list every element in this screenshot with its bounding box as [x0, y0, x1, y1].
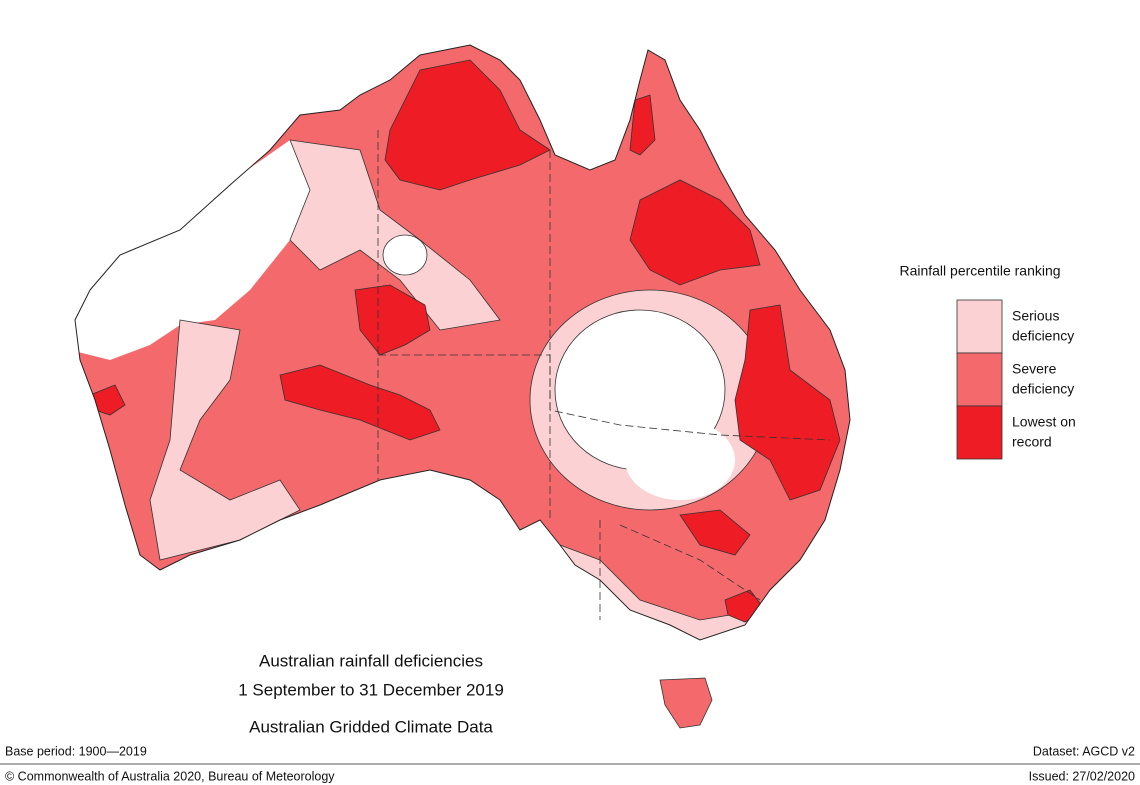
- record-region: [384, 59, 551, 191]
- state-borders: [377, 130, 831, 620]
- map-regions: [75, 45, 850, 640]
- dataset: Dataset: AGCD v2: [1033, 744, 1135, 758]
- coastline: [74, 44, 851, 641]
- legend-label: Serious: [1012, 308, 1059, 324]
- copyright: © Commonwealth of Australia 2020, Bureau…: [5, 769, 335, 783]
- map-title: Australian rainfall deficiencies: [259, 651, 483, 670]
- record-region: [679, 509, 751, 556]
- map-subtitle: Australian Gridded Climate Data: [249, 717, 493, 736]
- no-deficiency-region: [382, 234, 428, 276]
- legend-swatch: [956, 299, 1003, 354]
- legend-label: Severe: [1012, 361, 1057, 377]
- no-deficiency-region: [625, 420, 735, 500]
- legend: Serious deficiency Severe deficiency Lowest …: [956, 299, 1076, 460]
- record-region: [354, 284, 431, 356]
- tasmania: [659, 677, 713, 729]
- legend-label: record: [1012, 434, 1052, 450]
- legend-label: deficiency: [1012, 328, 1074, 344]
- record-region: [279, 364, 441, 441]
- legend-swatch: [956, 405, 1003, 460]
- base-period: Base period: 1900—2019: [5, 744, 147, 758]
- issued: Issued: 27/02/2020: [1029, 769, 1135, 783]
- record-region: [734, 304, 841, 501]
- no-deficiency-region: [75, 140, 310, 360]
- record-region: [629, 94, 656, 156]
- map-subtitle: 1 September to 31 December 2019: [238, 680, 504, 699]
- legend-label: deficiency: [1012, 381, 1074, 397]
- legend-title: Rainfall percentile ranking: [899, 263, 1060, 279]
- serious-region: [149, 319, 301, 561]
- serious-region: [289, 139, 501, 331]
- legend-swatch: [956, 352, 1003, 407]
- record-region: [629, 179, 761, 286]
- legend-label: Lowest on: [1012, 414, 1076, 430]
